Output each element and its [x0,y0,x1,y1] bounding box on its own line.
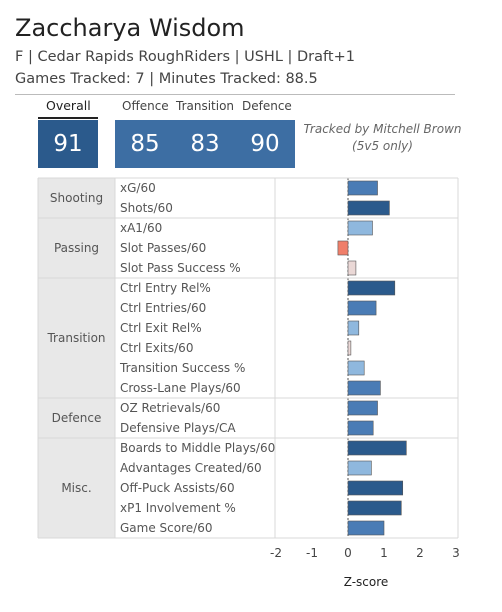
metric-label: Defensive Plays/CA [120,421,236,435]
overall-label: Overall [46,98,91,113]
metric-bar [337,240,349,256]
metric-bar [347,400,378,416]
category-cell [38,278,115,398]
category-label: Shooting [50,191,103,205]
category-label: Transition [46,331,105,345]
metric-label: Slot Passes/60 [120,241,206,255]
metric-label: Ctrl Exit Rel% [120,321,202,335]
tracking-summary-line: Games Tracked: 7 | Minutes Tracked: 88.5 [15,71,318,87]
defence-label: Defence [242,99,292,113]
category-cell [38,178,115,218]
category-label: Passing [54,241,99,255]
category-cell [38,398,115,438]
metric-bar [347,380,381,396]
metric-label: Ctrl Entries/60 [120,301,206,315]
overall-tile [38,120,98,168]
metric-bar [347,200,390,216]
x-tick-label: 0 [344,546,352,560]
x-tick-label: 3 [452,546,460,560]
category-label: Defence [52,411,102,425]
metric-bar [347,320,360,336]
metric-bar [347,480,404,496]
metric-label: Advantages Created/60 [120,461,262,475]
category-label: Misc. [61,481,91,495]
metric-bar [347,300,377,316]
offence-value: 85 [130,131,160,157]
metric-label: Ctrl Entry Rel% [120,281,211,295]
x-tick-label: -2 [270,546,282,560]
offence-label: Offence [122,99,169,113]
metric-bar [347,260,357,276]
header-divider [15,94,455,95]
metric-label: OZ Retrievals/60 [120,401,220,415]
metric-bar [347,220,373,236]
metric-bar [347,180,378,196]
metric-bar [347,360,365,376]
transition-value: 83 [190,131,220,157]
metric-label: Shots/60 [120,201,173,215]
x-tick-label: 1 [380,546,388,560]
defence-value: 90 [250,131,280,157]
transition-label: Transition [176,99,235,113]
metric-bar [347,440,407,456]
metric-label: xA1/60 [120,221,162,235]
metric-bar [347,520,385,536]
x-axis-title: Z-score [344,575,389,589]
metric-label: xP1 Involvement % [120,501,236,515]
sub-ratings-tile [115,120,295,168]
overall-value: 91 [53,131,83,157]
tracked-by-line: Tracked by Mitchell Brown [303,122,462,136]
metric-label: Slot Pass Success % [120,261,241,275]
player-name: Zaccharya Wisdom [15,14,245,42]
metric-label: Game Score/60 [120,521,212,535]
metric-label: Cross-Lane Plays/60 [120,381,241,395]
player-info-line: F | Cedar Rapids RoughRiders | USHL | Dr… [15,49,355,65]
metric-label: Boards to Middle Plays/60 [120,441,275,455]
category-cell [38,218,115,278]
metric-label: Ctrl Exits/60 [120,341,193,355]
x-tick-label: 2 [416,546,424,560]
tracked-by-note: Tracked by Mitchell Brown (5v5 only) [300,121,465,155]
metric-bar [347,500,402,516]
x-tick-label: -1 [306,546,318,560]
metric-bar [347,420,374,436]
metric-bar [347,460,372,476]
tracked-by-scope: (5v5 only) [352,139,413,153]
metric-bar [347,340,352,356]
metric-bar [347,280,396,296]
category-cell [38,438,115,538]
metric-label: Transition Success % [119,361,245,375]
metric-label: Off-Puck Assists/60 [120,481,235,495]
overall-underline [38,117,98,119]
metric-label: xG/60 [120,181,156,195]
